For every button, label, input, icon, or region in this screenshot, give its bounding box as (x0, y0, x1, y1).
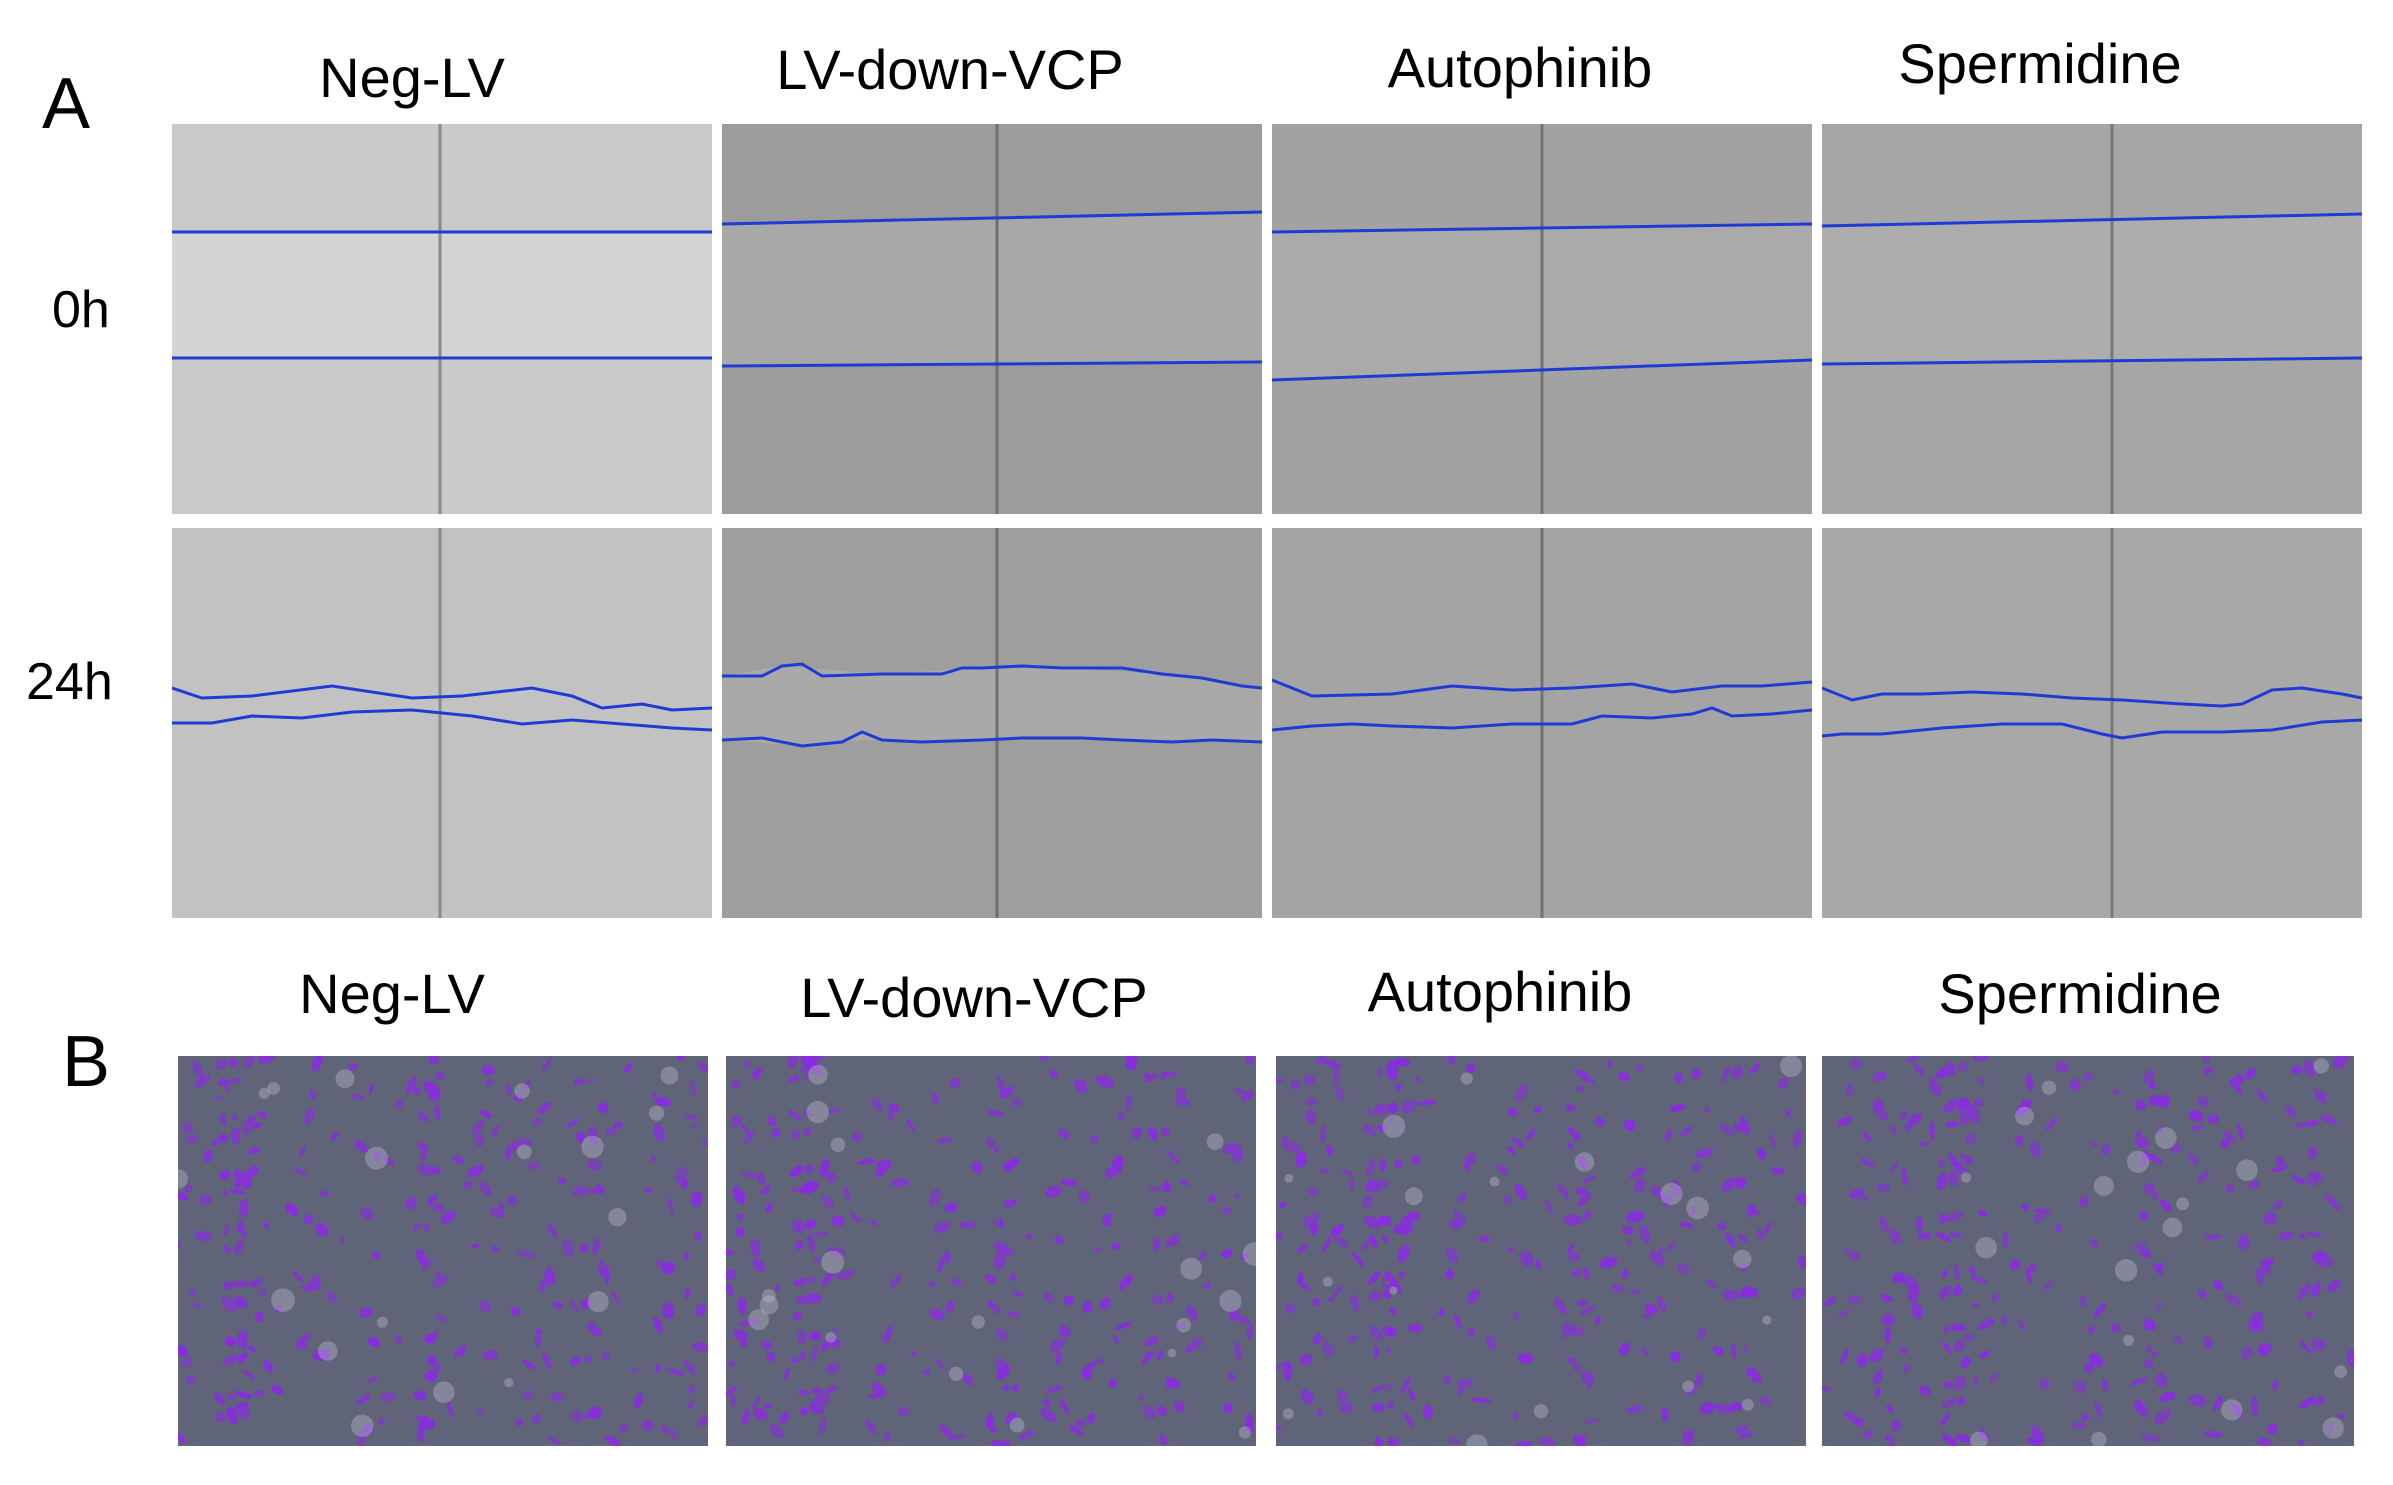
scratch-image-0h-autophinib (1272, 124, 1812, 514)
panel-a-title-neg-lv: Neg-LV (319, 46, 505, 109)
scratch-image-0h-lv-down-vcp (722, 124, 1262, 514)
scratch-image-0h-neg-lv (172, 124, 712, 514)
panel-a-title-lv-down-vcp: LV-down-VCP (776, 38, 1124, 101)
transwell-image-lv-down-vcp (726, 1056, 1256, 1446)
row-label-0h: 0h (52, 281, 110, 339)
scratch-image-24h-autophinib (1272, 528, 1812, 918)
scratch-image-24h-neg-lv (172, 528, 712, 918)
transwell-image-spermidine (1822, 1056, 2354, 1446)
panel-b-title-lv-down-vcp: LV-down-VCP (800, 966, 1148, 1029)
panel-a-letter: A (42, 64, 91, 144)
scratch-image-24h-lv-down-vcp (722, 528, 1262, 918)
panel-b-letter: B (62, 1022, 111, 1102)
panel-b-title-spermidine: Spermidine (1938, 962, 2222, 1025)
row-label-24h: 24h (26, 653, 113, 711)
panel-a-title-autophinib: Autophinib (1387, 36, 1653, 99)
scratch-image-0h-spermidine (1822, 124, 2362, 514)
panel-b-title-autophinib: Autophinib (1367, 960, 1633, 1023)
scratch-image-24h-spermidine (1822, 528, 2362, 918)
transwell-image-autophinib (1276, 1056, 1806, 1446)
panel-b-title-neg-lv: Neg-LV (299, 962, 485, 1025)
transwell-image-neg-lv (178, 1056, 708, 1446)
panel-a-title-spermidine: Spermidine (1898, 32, 2182, 95)
